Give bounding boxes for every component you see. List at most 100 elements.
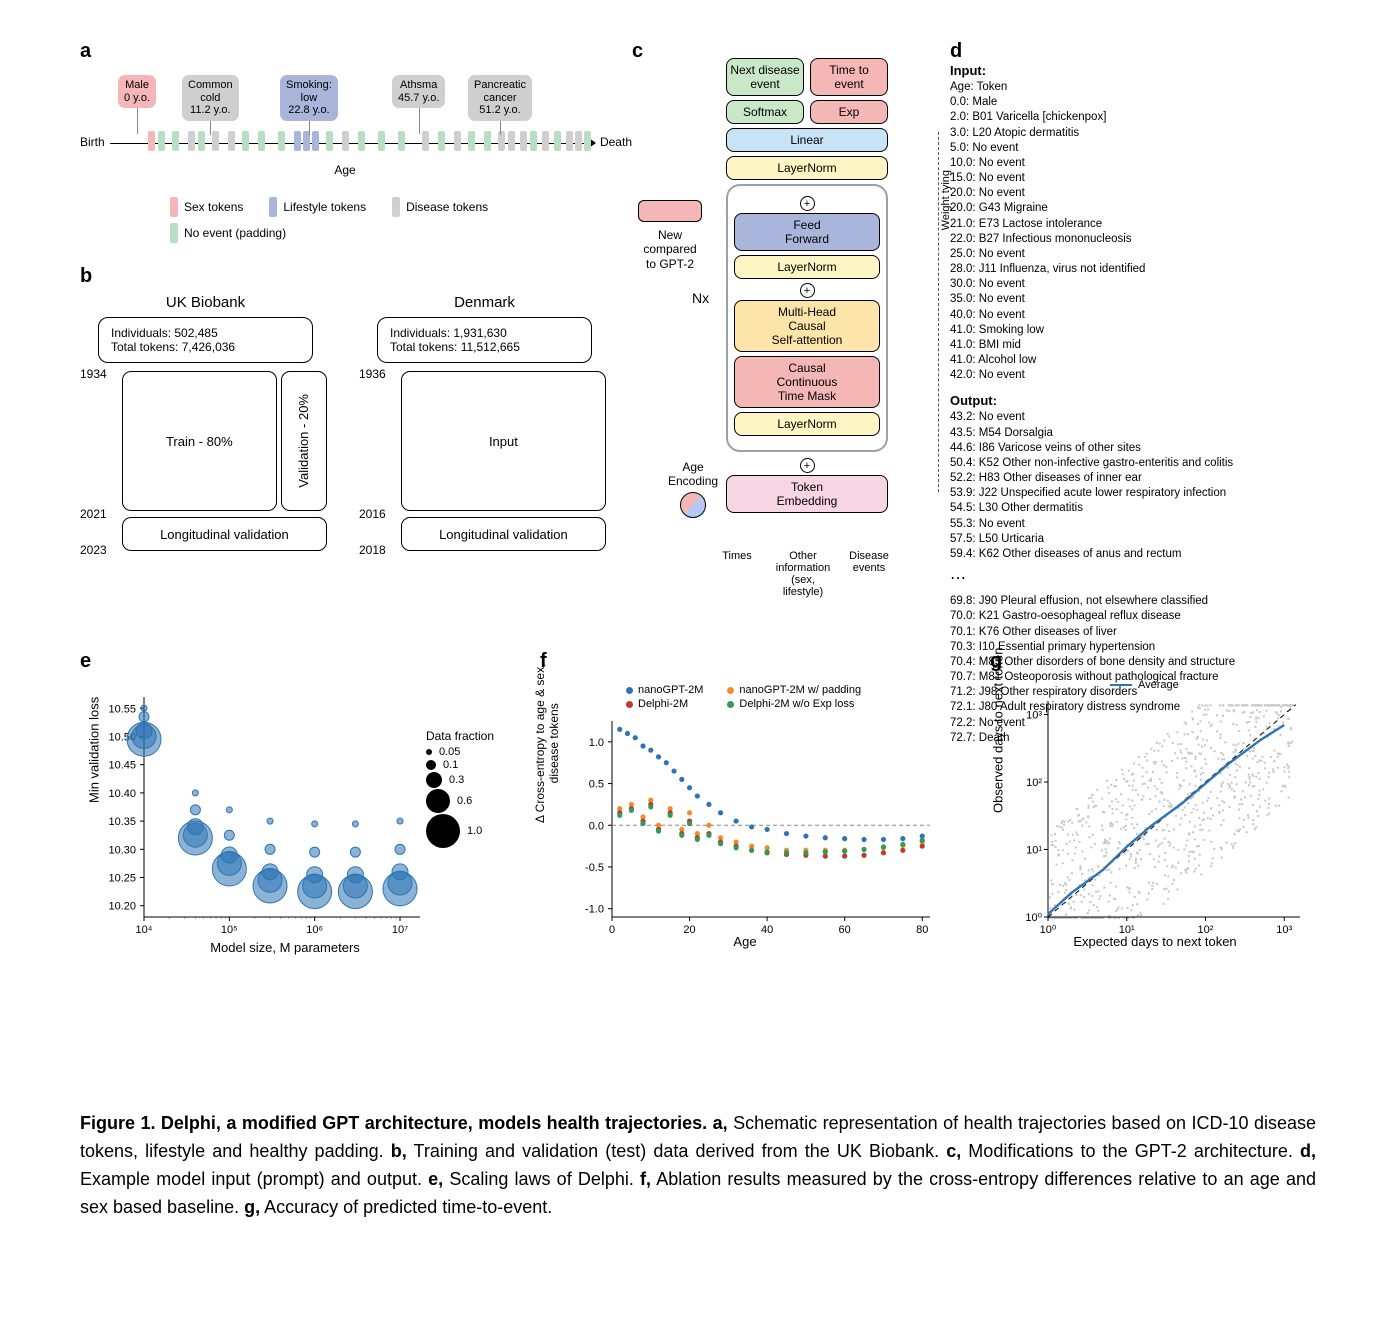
token-line: 50.4: K52 Other non-infective gastro-ent… xyxy=(950,456,1330,471)
legend-item: Delphi-2M xyxy=(626,698,703,710)
svg-text:10⁴: 10⁴ xyxy=(136,924,153,936)
input-type-label: Otherinformation(sex, lifestyle) xyxy=(774,550,832,598)
transformer-block: + FeedForward LayerNorm + Multi-HeadCaus… xyxy=(726,184,888,452)
timeline-token xyxy=(566,131,573,151)
legend-item: nanoGPT-2M w/ padding xyxy=(727,684,861,696)
svg-text:10³: 10³ xyxy=(1276,924,1292,936)
timeline-token xyxy=(242,131,249,151)
blk-layernorm: LayerNorm xyxy=(734,255,880,279)
input-labels: TimesOtherinformation(sex, lifestyle)Dis… xyxy=(708,550,898,598)
timeline-token xyxy=(326,131,333,151)
e-legend: Data fraction0.050.10.30.61.0 xyxy=(426,729,494,849)
token-line: 57.5: L50 Urticaria xyxy=(950,532,1330,547)
timeline: Birth Death Age Male0 y.o.Commoncold11.2… xyxy=(80,71,610,191)
svg-text:10.30: 10.30 xyxy=(108,844,136,856)
blk-token-embedding: TokenEmbedding xyxy=(726,475,888,513)
svg-text:0: 0 xyxy=(609,924,615,936)
svg-text:10¹: 10¹ xyxy=(1026,845,1042,857)
age-label: Age xyxy=(334,163,355,177)
weight-tying-line xyxy=(938,132,939,492)
legend-item: Lifestyle tokens xyxy=(269,197,366,217)
panel-e-label: e xyxy=(80,650,490,673)
output-list-1: 43.2: No event43.5: M54 Dorsalgia44.6: I… xyxy=(950,410,1330,562)
svg-text:10.45: 10.45 xyxy=(108,760,136,772)
f-legend: nanoGPT-2M nanoGPT-2M w/ padding Delphi-2M… xyxy=(626,683,861,711)
token-line: 28.0: J11 Influenza, virus not identifie… xyxy=(950,262,1330,277)
svg-text:10.20: 10.20 xyxy=(108,901,136,913)
timeline-token xyxy=(312,131,319,151)
token-line: 22.0: B27 Infectious mononucleosis xyxy=(950,232,1330,247)
input-heading: Input: xyxy=(950,63,1330,78)
panel-g: g Observed days to next token 10⁰10⁰10¹1… xyxy=(990,650,1320,930)
g-legend: Average xyxy=(1110,679,1179,691)
token-line: 43.2: No event xyxy=(950,410,1330,425)
token-line: 30.0: No event xyxy=(950,277,1330,292)
svg-text:1.0: 1.0 xyxy=(589,737,604,749)
timeline-token xyxy=(530,131,537,151)
timeline-token xyxy=(198,131,205,151)
panel-d-label: d xyxy=(950,40,1330,63)
svg-text:-1.0: -1.0 xyxy=(585,904,604,916)
timeline-token xyxy=(542,131,549,151)
timeline-callout: Pancreaticcancer51.2 y.o. xyxy=(468,75,532,121)
token-line: 42.0: No event xyxy=(950,368,1330,383)
timeline-token xyxy=(278,131,285,151)
birth-label: Birth xyxy=(80,135,105,149)
age-encoding-icon xyxy=(680,492,706,518)
svg-text:10⁵: 10⁵ xyxy=(221,924,238,936)
timeline-token xyxy=(520,131,527,151)
age-encoding: AgeEncoding xyxy=(668,460,718,518)
blk-softmax: Softmax xyxy=(726,100,804,124)
timeline-token xyxy=(378,131,385,151)
nx-label: Nx xyxy=(692,290,709,306)
scaling-chart: Min validation loss 10.2010.2510.3010.35… xyxy=(80,673,490,953)
svg-text:10.55: 10.55 xyxy=(108,703,136,715)
timeline-token xyxy=(148,131,155,151)
timeline-token xyxy=(575,131,582,151)
timeline-callout: Male0 y.o. xyxy=(118,75,156,108)
panel-f-label: f xyxy=(540,650,950,673)
timeline-token xyxy=(342,131,349,151)
f-xlabel: Age xyxy=(733,934,756,949)
panel-b: b UK BiobankIndividuals: 502,485Total to… xyxy=(80,265,610,561)
legend-item: nanoGPT-2M xyxy=(626,684,703,696)
new-vs-gpt2-label: Newcomparedto GPT-2 xyxy=(632,228,708,271)
timeline-callout: Smoking:low22.8 y.o. xyxy=(280,75,338,121)
token-line: 54.5: L30 Other dermatitis xyxy=(950,501,1330,516)
blk-feedforward: FeedForward xyxy=(734,213,880,251)
timeline-token xyxy=(158,131,165,151)
panel-g-label: g xyxy=(990,650,1320,673)
timeline-token xyxy=(484,131,491,151)
svg-text:10.25: 10.25 xyxy=(108,873,136,885)
svg-text:10⁰: 10⁰ xyxy=(1040,924,1057,936)
blk-linear: Linear xyxy=(726,128,888,152)
output-heading: Output: xyxy=(950,393,1330,408)
svg-text:20: 20 xyxy=(683,924,695,936)
panel-c: c Newcomparedto GPT-2 Nx Next diseaseeve… xyxy=(632,40,932,600)
timeline-token xyxy=(438,131,445,151)
token-line: 41.0: Alcohol low xyxy=(950,353,1330,368)
timeline-token xyxy=(258,131,265,151)
token-line: 70.1: K76 Other diseases of liver xyxy=(950,625,1330,640)
svg-text:10.40: 10.40 xyxy=(108,788,136,800)
panel-d: d Input: Age: Token0.0: Male2.0: B01 Var… xyxy=(950,40,1330,746)
timeline-token xyxy=(454,131,461,151)
token-line: 59.4: K62 Other diseases of anus and rec… xyxy=(950,547,1330,562)
timeline-token xyxy=(358,131,365,151)
timeline-token xyxy=(294,131,301,151)
blk-exp: Exp xyxy=(810,100,888,124)
token-line: 35.0: No event xyxy=(950,292,1330,307)
blk-time-to-event: Time toevent xyxy=(810,58,888,96)
legend-item: 0.1 xyxy=(426,759,494,771)
legend-item: 0.3 xyxy=(426,772,494,788)
blk-time-mask: CausalContinuousTime Mask xyxy=(734,356,880,408)
dataset-col: UK BiobankIndividuals: 502,485Total toke… xyxy=(80,294,331,561)
residual-add: + xyxy=(800,283,815,298)
svg-text:10.35: 10.35 xyxy=(108,816,136,828)
blk-layernorm: LayerNorm xyxy=(726,156,888,180)
timeline-callout: Commoncold11.2 y.o. xyxy=(182,75,239,121)
timeline-token xyxy=(584,131,591,151)
legend-item: 0.05 xyxy=(426,746,494,758)
figure-caption: Figure 1. Delphi, a modified GPT archite… xyxy=(80,1110,1316,1222)
token-line: 5.0: No event xyxy=(950,141,1330,156)
